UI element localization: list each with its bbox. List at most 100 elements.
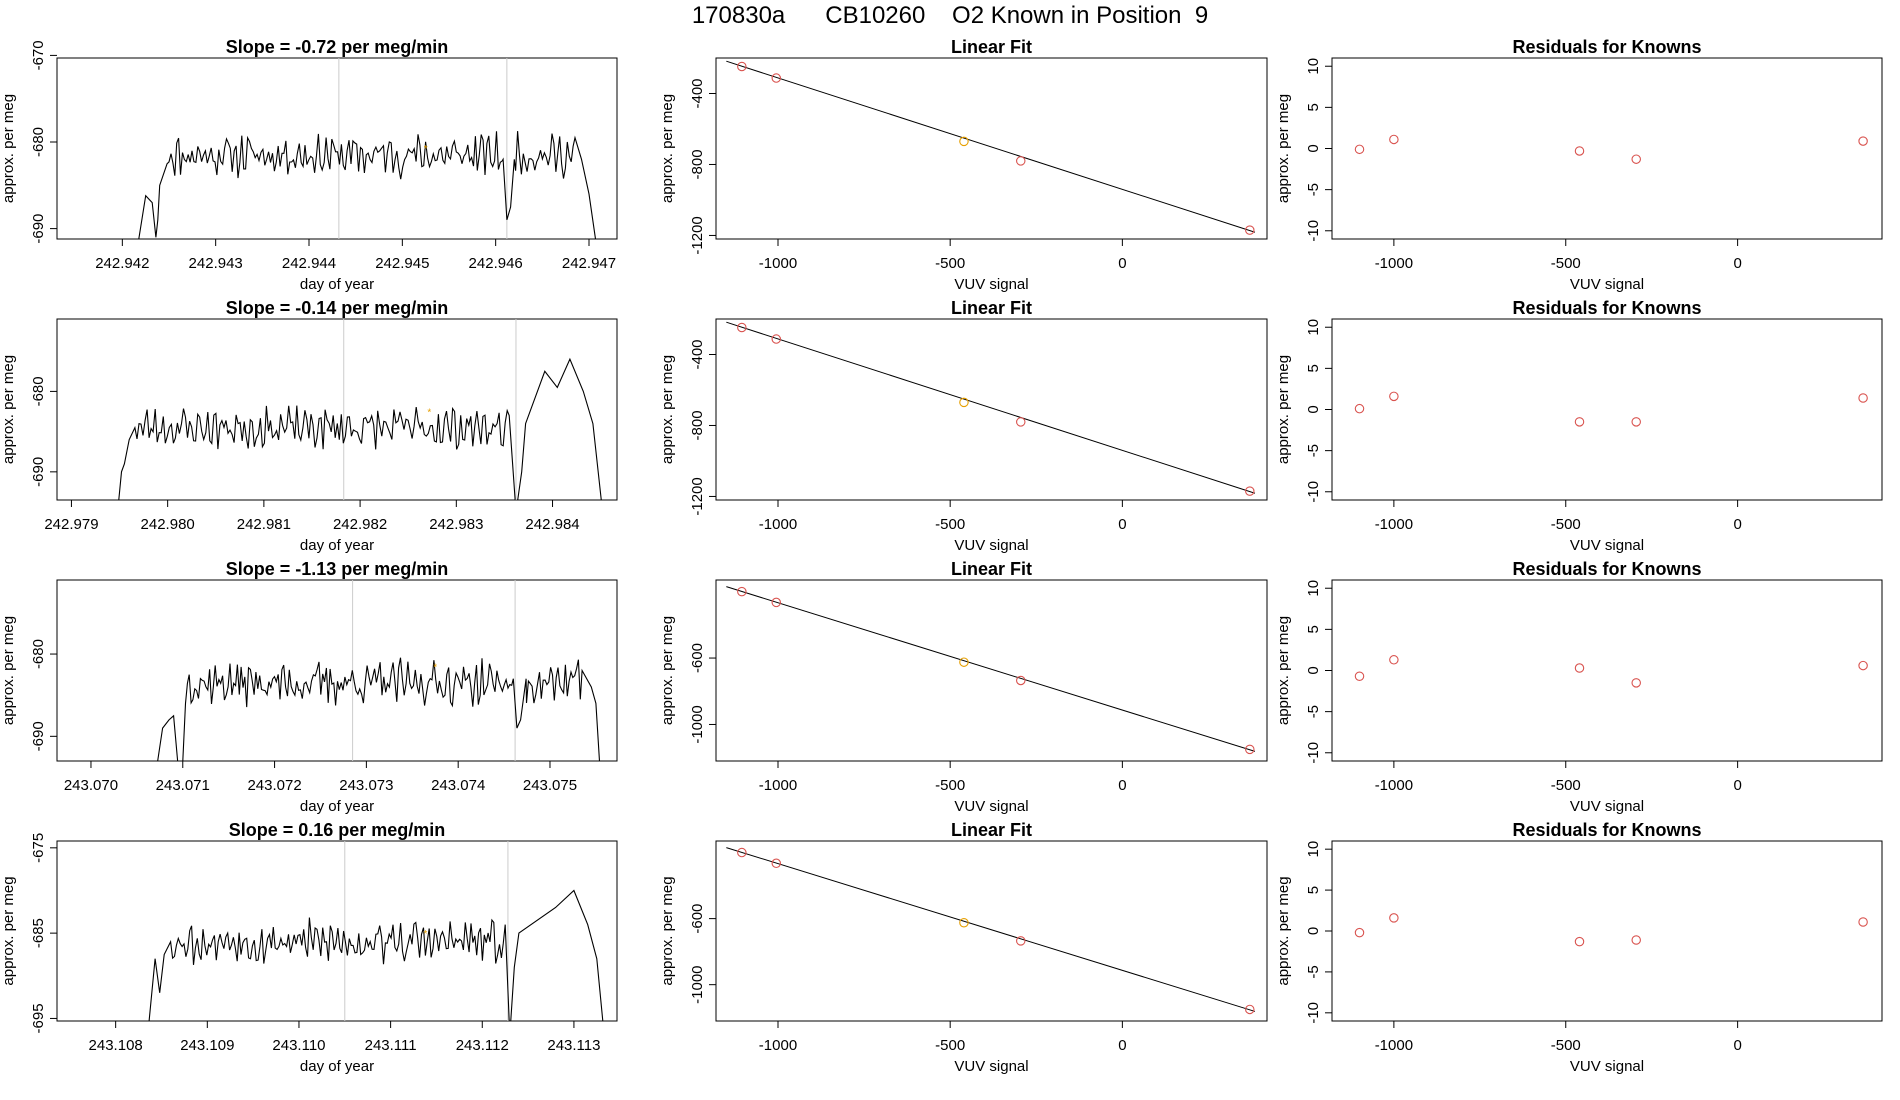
- plot-area: *: [148, 841, 604, 1021]
- x-tick-label: 242.979: [44, 516, 98, 533]
- data-point: [1631, 417, 1641, 427]
- x-tick-label: -500: [935, 516, 965, 533]
- chart-title: Slope = -0.72 per meg/min: [226, 37, 449, 57]
- chart-title: Linear Fit: [951, 820, 1032, 840]
- data-point: [1016, 675, 1026, 686]
- data-point: [1631, 678, 1641, 688]
- x-tick-label: 242.981: [237, 516, 291, 533]
- known-marker: *: [433, 662, 437, 673]
- y-tick-label: -5: [1305, 444, 1322, 457]
- y-axis-label: approx. per meg: [1275, 94, 1292, 203]
- x-axis-label: VUV signal: [954, 798, 1028, 815]
- plot-area: [726, 60, 1256, 235]
- x-tick-label: 0: [1118, 516, 1126, 533]
- x-tick-label: 243.110: [272, 1037, 325, 1054]
- data-point: [1389, 134, 1399, 145]
- chart-title: Slope = -0.14 per meg/min: [226, 298, 449, 318]
- data-point: [1574, 417, 1585, 427]
- y-tick-label: -1200: [689, 216, 706, 254]
- y-tick-label: 5: [1305, 364, 1322, 372]
- data-point: [1574, 936, 1585, 947]
- y-tick-label: 10: [1305, 58, 1322, 75]
- x-tick-label: 243.071: [156, 777, 210, 794]
- x-tick-label: 242.944: [282, 255, 336, 272]
- x-tick-label: 243.113: [547, 1037, 600, 1054]
- x-tick-label: -500: [1551, 255, 1581, 272]
- y-axis-label: approx. per meg: [1275, 355, 1292, 464]
- y-tick-label: 10: [1305, 580, 1322, 597]
- x-tick-label: -1000: [759, 255, 797, 272]
- x-tick-label: 243.070: [64, 777, 118, 794]
- chart-title: Linear Fit: [951, 559, 1032, 579]
- x-tick-label: 0: [1733, 1037, 1741, 1054]
- plot-area: [1354, 913, 1868, 947]
- y-axis-label: approx. per meg: [1275, 616, 1292, 725]
- x-tick-label: 242.980: [141, 516, 195, 533]
- chart-title: Linear Fit: [951, 37, 1032, 57]
- x-tick-label: -1000: [1375, 1037, 1413, 1054]
- y-tick-label: 0: [1305, 927, 1322, 935]
- plot-frame: [56, 579, 618, 762]
- y-tick-label: -685: [30, 918, 47, 948]
- y-tick-label: -680: [30, 376, 47, 406]
- chart-panel: Residuals for Knowns VUV signal approx. pe…: [1275, 820, 1883, 1075]
- data-point: [771, 334, 782, 344]
- y-axis-label: approx. per meg: [0, 616, 17, 725]
- data-point: [1245, 744, 1255, 755]
- plot-area: [1354, 391, 1868, 427]
- chart-panel: Linear Fit VUV signal approx. per meg -1000…: [659, 298, 1268, 554]
- data-point: [1354, 671, 1365, 682]
- data-point: [737, 586, 747, 597]
- x-tick-label: 242.943: [189, 255, 243, 272]
- fit-line: [726, 586, 1256, 752]
- plot-area: [726, 847, 1256, 1015]
- y-tick-label: 0: [1305, 405, 1322, 413]
- data-trace-line: [148, 889, 604, 1021]
- plot-frame: [715, 57, 1268, 240]
- data-point: [1354, 403, 1365, 414]
- plot-frame: [1331, 579, 1883, 762]
- y-tick-label: -1200: [689, 477, 706, 515]
- x-tick-label: 242.945: [375, 255, 429, 272]
- y-tick-label: -695: [30, 1003, 47, 1033]
- x-tick-label: -1000: [1375, 255, 1413, 272]
- data-point: [1245, 1004, 1255, 1015]
- x-tick-label: -500: [935, 777, 965, 794]
- x-tick-label: -500: [935, 255, 965, 272]
- x-axis-label: VUV signal: [1570, 1058, 1644, 1075]
- x-tick-label: 242.984: [525, 516, 579, 533]
- data-point: [959, 657, 969, 667]
- plot-frame: [1331, 318, 1883, 501]
- y-tick-label: -10: [1305, 220, 1322, 242]
- y-tick-label: -600: [689, 904, 706, 934]
- x-axis-label: day of year: [300, 537, 374, 554]
- x-tick-label: 242.947: [562, 255, 616, 272]
- chart-panel: Linear Fit VUV signal approx. per meg -1000…: [659, 820, 1268, 1075]
- x-tick-label: 243.075: [523, 777, 577, 794]
- chart-title: Residuals for Knowns: [1512, 298, 1701, 318]
- x-tick-label: -500: [1551, 1037, 1581, 1054]
- plot-area: *: [138, 58, 597, 239]
- data-point: [1354, 927, 1365, 938]
- chart-panel: Slope = -0.14 per meg/min day of year appr…: [0, 298, 618, 554]
- plot-area: [1354, 134, 1868, 164]
- x-axis-label: VUV signal: [1570, 798, 1644, 815]
- chart-panel: Linear Fit VUV signal approx. per meg -1000…: [659, 559, 1268, 815]
- plot-frame: [1331, 840, 1883, 1022]
- y-tick-label: -800: [689, 149, 706, 179]
- data-point: [1354, 144, 1365, 155]
- plot-frame: [56, 840, 618, 1022]
- y-tick-label: 5: [1305, 625, 1322, 633]
- y-axis-label: approx. per meg: [659, 355, 676, 464]
- y-tick-label: -5: [1305, 183, 1322, 196]
- known-marker: *: [424, 144, 428, 155]
- x-tick-label: 243.074: [431, 777, 485, 794]
- y-tick-label: -10: [1305, 481, 1322, 503]
- data-point: [959, 136, 969, 147]
- data-point: [1574, 663, 1585, 673]
- y-tick-label: -690: [30, 721, 47, 751]
- data-point: [771, 858, 782, 869]
- y-tick-label: -10: [1305, 1002, 1322, 1024]
- chart-panel: Slope = -0.72 per meg/min day of year appr…: [0, 37, 618, 293]
